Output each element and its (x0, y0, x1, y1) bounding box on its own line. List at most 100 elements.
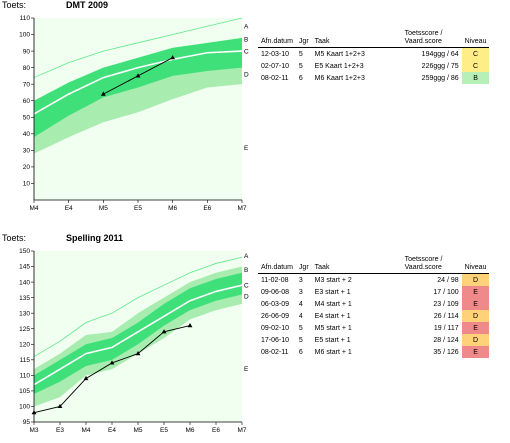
cell-date: 08-02-11 (261, 74, 289, 82)
results-table: Afn.datum Jgr Taak Toetsscore / Vaard.sc… (258, 30, 490, 84)
band-inner (34, 272, 242, 395)
cell-taak: E5 start + 1 (314, 336, 351, 344)
score-point (100, 91, 106, 96)
cell-niveau: D (461, 273, 490, 286)
table-row: 08-02-11 6 M6 start + 1 35 / 126 E (258, 346, 490, 358)
y-tick-label: 60 (23, 98, 31, 105)
test-name: DMT 2009 (66, 0, 109, 10)
cell-score: 23 / 109 (433, 300, 459, 308)
cell-score: 226ggg / 75 (421, 62, 459, 70)
cell-date: 02-07-10 (261, 62, 290, 70)
cell-niveau: B (461, 72, 490, 84)
x-tick-label: E4 (108, 427, 116, 434)
col-header-niveau: Niveau (461, 256, 490, 274)
y-tick-label: 10 (23, 181, 31, 188)
col-header-jgr: Jgr (295, 256, 312, 274)
col-header-date: Afn.datum (258, 30, 296, 48)
cell-niveau: E (461, 346, 490, 358)
col-header-date: Afn.datum (258, 256, 296, 274)
level-label: C (244, 48, 249, 55)
level-label: B (244, 267, 248, 274)
cell-score: 26 / 114 (433, 312, 459, 320)
cell-jgr: 5 (298, 62, 303, 70)
level-label: E (244, 366, 249, 373)
test-name: Spelling 2011 (66, 233, 124, 243)
col-header-score: Toetsscore / Vaard.score (401, 30, 462, 48)
x-tick-label: E5 (134, 205, 142, 212)
cell-date: 11-02-08 (261, 276, 289, 284)
y-tick-label: 90 (23, 48, 31, 55)
cell-jgr: 3 (298, 276, 303, 284)
cell-date: 17-06-10 (261, 336, 290, 344)
cell-niveau: D (461, 310, 490, 322)
band-inner (34, 37, 242, 138)
x-tick-label: M4 (29, 205, 38, 212)
cell-jgr: 3 (298, 288, 303, 296)
score-point (187, 323, 193, 328)
cell-score: 194ggg / 64 (421, 50, 459, 58)
x-tick-label: E3 (56, 427, 64, 434)
cell-score: 259ggg / 86 (421, 74, 459, 82)
score-point (161, 329, 167, 334)
y-tick-label: 30 (23, 148, 31, 155)
level-label: A (244, 253, 249, 260)
level-label: D (244, 71, 249, 78)
cell-score: 19 / 117 (433, 324, 459, 332)
table-row: 12-03-10 5 M5 Kaart 1+2+3 194ggg / 64 C (258, 47, 490, 60)
table-row: 09-02-10 5 M5 start + 1 19 / 117 E (258, 322, 490, 334)
level-label: C (244, 282, 249, 289)
y-tick-label: 40 (23, 131, 31, 138)
cell-taak: M5 Kaart 1+2+3 (314, 50, 365, 58)
cell-jgr: 4 (298, 300, 303, 308)
x-tick-label: M7 (237, 427, 246, 434)
y-tick-label: 110 (20, 373, 31, 380)
x-tick-label: M5 (99, 205, 108, 212)
x-tick-label: M3 (29, 427, 38, 434)
table-row: 08-02-11 6 M6 Kaart 1+2+3 259ggg / 86 B (258, 72, 490, 84)
y-tick-label: 70 (23, 81, 31, 88)
score-point (135, 351, 141, 356)
cell-date: 12-03-10 (261, 50, 290, 58)
cell-taak: M3 start + 2 (314, 276, 352, 284)
cell-score: 17 / 100 (433, 288, 459, 296)
toets-label: Toets: (2, 233, 27, 243)
level-label: A (244, 23, 249, 30)
cell-niveau: C (461, 60, 490, 72)
cell-taak: E5 Kaart 1+2+3 (314, 62, 364, 70)
median-line (33, 50, 243, 115)
level-label: B (244, 37, 248, 44)
cell-niveau: D (461, 334, 490, 346)
cell-jgr: 5 (298, 50, 303, 58)
cell-taak: E4 start + 1 (314, 312, 351, 320)
cell-date: 26-06-09 (261, 312, 290, 320)
cell-jgr: 6 (298, 348, 303, 356)
x-tick-label: E6 (203, 205, 211, 212)
median-line (33, 284, 243, 386)
cell-niveau: C (461, 47, 490, 60)
cell-date: 09-02-10 (261, 324, 290, 332)
y-tick-label: 95 (23, 419, 31, 426)
toets-label: Toets: (2, 0, 27, 10)
x-tick-label: M6 (168, 205, 177, 212)
col-header-taak: Taak (311, 256, 402, 274)
results-table: Afn.datum Jgr Taak Toetsscore / Vaard.sc… (258, 256, 490, 358)
y-tick-label: 135 (19, 295, 30, 302)
x-tick-label: E6 (212, 427, 220, 434)
cell-jgr: 4 (298, 312, 303, 320)
col-header-niveau: Niveau (461, 30, 490, 48)
col-header-jgr: Jgr (295, 30, 312, 48)
table-row: 11-02-08 3 M3 start + 2 24 / 98 D (258, 273, 490, 286)
cell-jgr: 6 (298, 74, 303, 82)
y-tick-label: 50 (23, 114, 31, 121)
score-point (170, 55, 176, 60)
score-point (31, 410, 37, 415)
cell-date: 09-06-08 (261, 288, 290, 296)
y-tick-label: 115 (20, 357, 31, 364)
col-header-taak: Taak (311, 30, 402, 48)
cell-date: 06-03-09 (261, 300, 290, 308)
y-tick-label: 120 (19, 341, 30, 348)
cell-taak: M4 start + 1 (314, 300, 352, 308)
cell-date: 08-02-11 (261, 348, 289, 356)
cell-taak: M5 start + 1 (314, 324, 352, 332)
x-tick-label: M7 (237, 205, 246, 212)
